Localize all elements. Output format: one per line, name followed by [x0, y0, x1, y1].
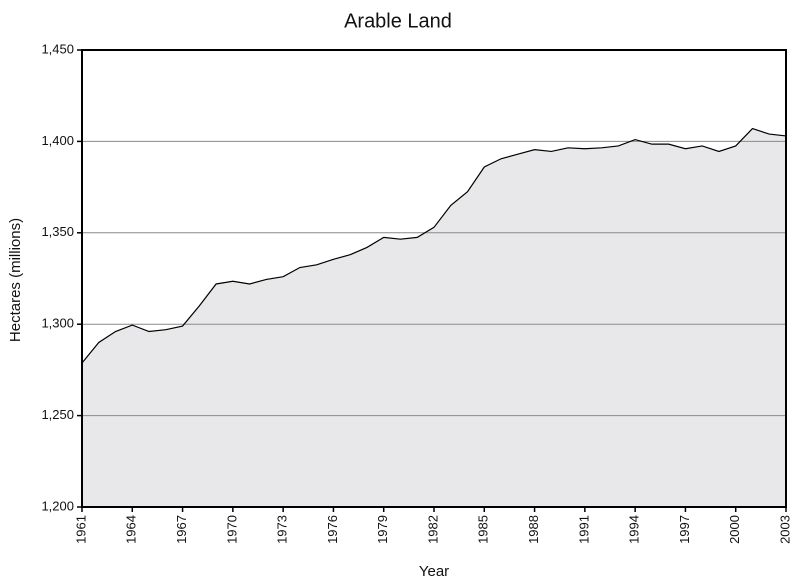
x-tick-label: 1988 — [526, 515, 541, 544]
x-tick-label: 2000 — [727, 515, 742, 544]
y-tick-label: 1,250 — [41, 407, 74, 422]
x-tick-label: 1994 — [627, 515, 642, 544]
x-tick-label: 1997 — [677, 515, 692, 544]
x-tick-label: 1961 — [73, 515, 88, 544]
x-tick-label: 1976 — [325, 515, 340, 544]
x-tick-label: 1970 — [224, 515, 239, 544]
y-tick-label: 1,200 — [41, 498, 74, 513]
x-tick-label: 1982 — [425, 515, 440, 544]
x-tick-label: 1964 — [124, 515, 139, 544]
x-tick-label: 1991 — [576, 515, 591, 544]
y-tick-label: 1,400 — [41, 133, 74, 148]
y-tick-label: 1,300 — [41, 316, 74, 331]
x-tick-label: 1979 — [375, 515, 390, 544]
area-fill — [82, 128, 786, 507]
y-tick-label: 1,350 — [41, 224, 74, 239]
y-tick-label: 1,450 — [41, 41, 74, 56]
chart-title: Arable Land — [344, 10, 452, 32]
x-tick-label: 1973 — [275, 515, 290, 544]
x-tick-label: 1985 — [476, 515, 491, 544]
area-line — [81, 127, 787, 364]
x-tick-label: 2003 — [777, 515, 792, 544]
x-axis-title: Year — [419, 563, 449, 580]
y-axis-title: Hectares (millions) — [7, 218, 24, 342]
x-tick-label: 1967 — [174, 515, 189, 544]
